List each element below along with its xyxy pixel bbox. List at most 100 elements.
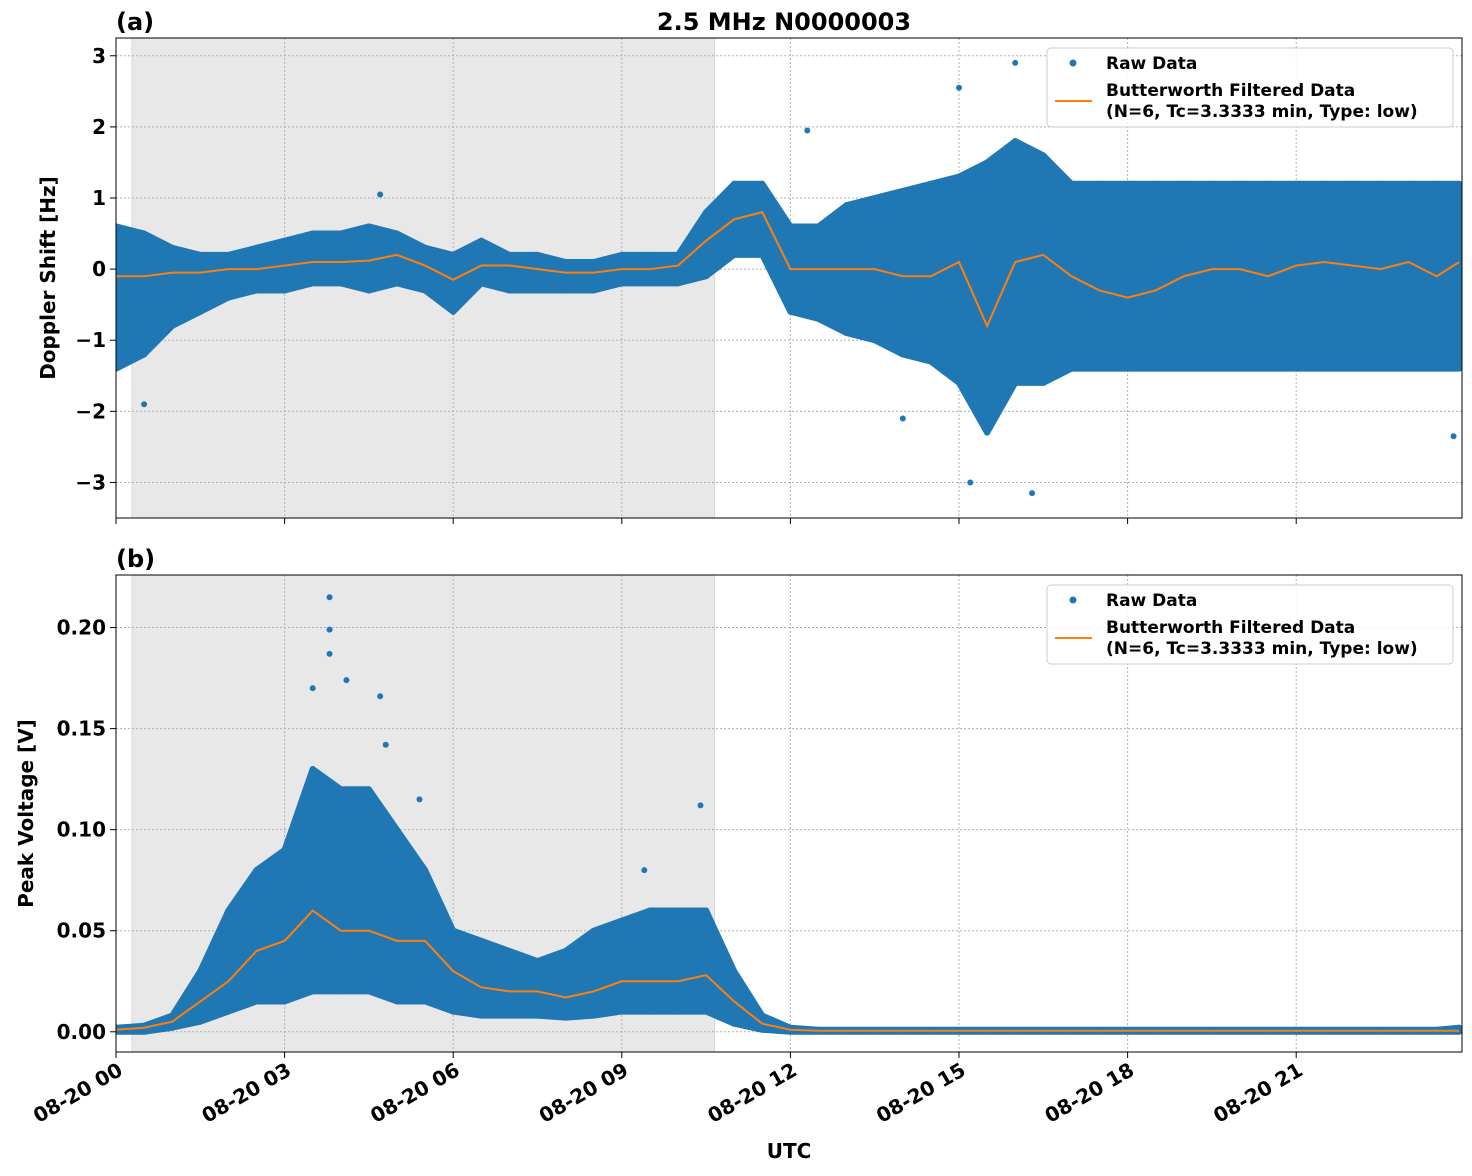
- raw-data-point: [416, 796, 423, 803]
- raw-data-point: [1237, 180, 1244, 187]
- raw-data-point: [197, 968, 204, 975]
- raw-data-point: [225, 251, 232, 258]
- y-tick-label: 3: [92, 44, 106, 68]
- raw-data-point: [169, 1012, 176, 1019]
- raw-data-point: [478, 1012, 485, 1019]
- raw-data-point: [562, 259, 569, 265]
- raw-data-point: [422, 287, 429, 294]
- raw-data-point: [899, 351, 906, 358]
- y-tick-label: 0.05: [57, 919, 106, 943]
- raw-data-point: [197, 251, 204, 258]
- y-tick-label: −2: [75, 399, 106, 423]
- legend-raw-marker: [1069, 596, 1077, 604]
- raw-data-point: [1405, 180, 1412, 187]
- x-tick-label: 08-20 12: [703, 1058, 801, 1128]
- raw-data-point: [1450, 433, 1457, 440]
- raw-data-point: [478, 237, 485, 244]
- raw-data-point: [326, 626, 333, 633]
- raw-data-point: [984, 159, 991, 166]
- raw-data-point: [1208, 365, 1215, 372]
- y-tick-label: 0.10: [57, 818, 106, 842]
- raw-data-point: [1265, 365, 1272, 372]
- data-layer: [116, 594, 1462, 1035]
- raw-data-point: [759, 1026, 766, 1033]
- raw-data-point: [646, 251, 653, 258]
- raw-data-point: [506, 1012, 513, 1019]
- raw-data-point: [703, 1008, 710, 1015]
- raw-data-point: [309, 685, 316, 692]
- raw-data-point: [197, 1018, 204, 1025]
- raw-data-point: [927, 1028, 934, 1035]
- x-tick-label: 08-20 21: [1209, 1058, 1307, 1128]
- raw-data-point: [450, 927, 457, 934]
- raw-data-point: [618, 280, 625, 287]
- raw-data-point: [253, 867, 260, 874]
- raw-data-point: [343, 677, 350, 684]
- y-tick-label: 0: [92, 257, 106, 281]
- raw-data-point: [1152, 365, 1159, 372]
- raw-data-point: [618, 251, 625, 258]
- raw-data-point: [675, 907, 682, 914]
- raw-data-point: [281, 998, 288, 1005]
- legend-raw-label: Raw Data: [1106, 54, 1197, 74]
- axes-frame: [115, 574, 1463, 1053]
- raw-data-point: [899, 1028, 906, 1035]
- y-tick-label: 2: [92, 115, 106, 139]
- raw-data-point: [1433, 180, 1440, 187]
- raw-data-point: [1349, 1028, 1356, 1035]
- x-tick-label: 08-20 18: [1041, 1058, 1139, 1128]
- raw-data-point: [197, 308, 204, 315]
- raw-data-point: [815, 223, 822, 230]
- raw-data-point: [956, 84, 963, 91]
- raw-data-point: [843, 330, 850, 337]
- raw-data-point: [1040, 152, 1047, 159]
- raw-data-point: [365, 287, 372, 294]
- raw-data-point: [281, 287, 288, 294]
- y-tick-label: 0.00: [57, 1020, 106, 1044]
- x-tick-label: 08-20 00: [29, 1058, 127, 1128]
- raw-data-point: [590, 287, 597, 294]
- raw-data-point: [253, 998, 260, 1005]
- raw-data-point: [1180, 365, 1187, 372]
- raw-data-point: [326, 650, 333, 657]
- raw-data-point: [1152, 180, 1159, 187]
- raw-data-point: [956, 1028, 963, 1035]
- data-layer: [116, 59, 1462, 497]
- raw-data-point: [337, 988, 344, 995]
- raw-data-point: [365, 988, 372, 995]
- raw-data-point: [787, 308, 794, 315]
- raw-data-point: [646, 907, 653, 914]
- raw-data-point: [281, 846, 288, 853]
- raw-data-point: [1377, 180, 1384, 187]
- raw-data-point: [899, 415, 906, 422]
- legend: Raw Data Butterworth Filtered Data(N=6, T…: [1046, 47, 1454, 128]
- raw-data-point: [984, 1028, 991, 1035]
- raw-data-point: [618, 1008, 625, 1015]
- raw-data-point: [1040, 1028, 1047, 1035]
- y-axis-label: Doppler Shift [Hz]: [36, 176, 60, 380]
- raw-data-point: [382, 741, 389, 748]
- raw-data-point: [365, 786, 372, 793]
- raw-data-point: [450, 308, 457, 315]
- raw-data-point: [506, 947, 513, 954]
- raw-data-point: [984, 429, 991, 436]
- raw-data-point: [731, 968, 738, 975]
- legend-filtered-params: (N=6, Tc=3.3333 min, Type: low): [1106, 102, 1418, 122]
- raw-data-point: [169, 1024, 176, 1031]
- x-tick-label: 08-20 06: [366, 1058, 464, 1128]
- legend-box: [1046, 584, 1454, 665]
- raw-data-point: [1321, 1028, 1328, 1035]
- raw-data-point: [309, 280, 316, 287]
- raw-data-point: [309, 766, 316, 773]
- raw-data-point: [169, 244, 176, 251]
- x-axis-label: UTC: [767, 1139, 812, 1163]
- raw-data-point: [843, 1028, 850, 1035]
- legend-raw-marker: [1069, 59, 1077, 67]
- y-tick-label: 0.15: [57, 717, 106, 741]
- y-tick-label: −1: [75, 328, 106, 352]
- raw-data-point: [506, 251, 513, 258]
- raw-data-point: [478, 937, 485, 944]
- raw-data-point: [377, 191, 384, 198]
- chart-title: 2.5 MHz N0000003: [657, 8, 911, 36]
- raw-data-point: [253, 244, 260, 251]
